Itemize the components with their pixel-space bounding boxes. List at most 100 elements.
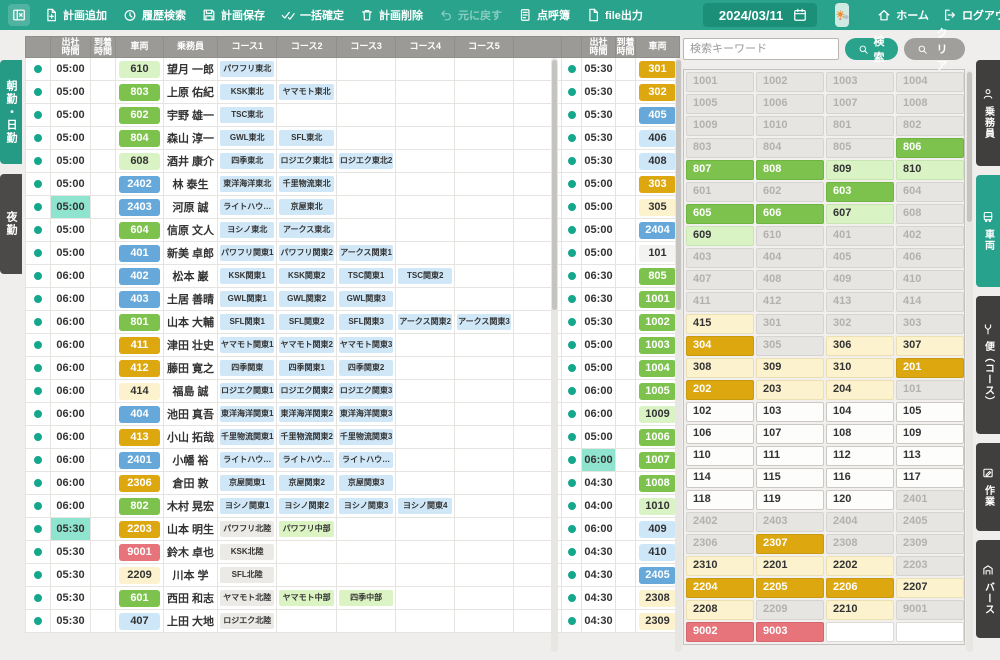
vehicle-badge[interactable]: 413 (119, 429, 160, 446)
vehicle-grid-cell[interactable]: 105 (896, 402, 964, 422)
course-chip[interactable]: TSC東北 (220, 107, 274, 123)
vehicle-badge[interactable]: 411 (119, 337, 160, 354)
course-chip[interactable]: 京屋関東2 (279, 475, 333, 491)
vehicle-grid-cell[interactable]: 607 (826, 204, 894, 224)
course-chip[interactable]: KSK関東2 (279, 268, 333, 284)
vehicle-grid-cell[interactable]: 118 (686, 490, 754, 510)
vehicle-grid-cell[interactable]: 810 (896, 160, 964, 180)
course-chip[interactable]: ロジエク関東1 (220, 383, 274, 399)
status-dot-icon[interactable] (34, 364, 42, 372)
vehicle-badge[interactable]: 101 (639, 245, 676, 262)
course-chip[interactable]: GWL関東2 (279, 291, 333, 307)
vehicle-badge[interactable]: 1009 (639, 406, 676, 423)
status-dot-icon[interactable] (34, 410, 42, 418)
course-chip[interactable]: ライトハウ… (279, 452, 333, 468)
status-dot-icon[interactable] (34, 525, 42, 533)
course-chip[interactable]: KSK関東1 (220, 268, 274, 284)
vehicle-badge[interactable]: 9001 (119, 544, 160, 561)
vehicle-badge[interactable]: 414 (119, 383, 160, 400)
status-dot-icon[interactable] (34, 341, 42, 349)
course-chip[interactable]: 千里物流関東3 (339, 429, 393, 445)
course-chip[interactable]: 四季中部 (339, 590, 393, 606)
vehicle-grid-cell[interactable]: 2208 (686, 600, 754, 620)
vehicle-badge[interactable]: 404 (119, 406, 160, 423)
course-chip[interactable]: 千里物流関東1 (220, 429, 274, 445)
course-chip[interactable]: ロジエク北陸 (220, 613, 274, 629)
vehicle-grid-cell[interactable]: 103 (756, 402, 824, 422)
status-dot-icon[interactable] (568, 134, 576, 142)
status-dot-icon[interactable] (34, 387, 42, 395)
status-dot-icon[interactable] (34, 502, 42, 510)
button-batch-confirm[interactable]: 一括確定 (281, 7, 344, 23)
vehicle-grid-cell[interactable]: 415 (686, 314, 754, 334)
status-dot-icon[interactable] (34, 479, 42, 487)
vehicle-grid-cell[interactable]: 204 (826, 380, 894, 400)
side-tab-berth[interactable]: バース (976, 540, 1000, 638)
vehicle-grid-cell[interactable]: 308 (686, 358, 754, 378)
vehicle-grid-cell[interactable]: 2207 (896, 578, 964, 598)
calendar-icon[interactable] (793, 8, 807, 22)
course-chip[interactable]: 京屋関東1 (220, 475, 274, 491)
vehicle-grid-cell[interactable]: 202 (686, 380, 754, 400)
course-chip[interactable]: 千里物流関東2 (279, 429, 333, 445)
status-dot-icon[interactable] (34, 433, 42, 441)
vehicle-grid-cell[interactable]: 102 (686, 402, 754, 422)
vehicle-badge[interactable]: 410 (639, 544, 676, 561)
course-chip[interactable]: ヨシノ関東2 (279, 498, 333, 514)
vehicle-grid-cell[interactable]: 9003 (756, 622, 824, 642)
status-dot-icon[interactable] (568, 617, 576, 625)
vehicle-grid-cell[interactable]: 117 (896, 468, 964, 488)
shift-tab-night[interactable]: 夜勤 (0, 174, 22, 274)
status-dot-icon[interactable] (568, 157, 576, 165)
vehicle-badge[interactable]: 2308 (639, 590, 676, 607)
course-chip[interactable]: ロジエク東北1 (279, 153, 333, 169)
vehicle-grid-cell[interactable]: 304 (686, 336, 754, 356)
course-chip[interactable]: ライトハウ… (339, 452, 393, 468)
search-input[interactable] (683, 38, 839, 60)
course-chip[interactable]: パワフリ中部 (279, 521, 333, 537)
status-dot-icon[interactable] (568, 295, 576, 303)
vehicle-grid-cell[interactable]: 110 (686, 446, 754, 466)
course-chip[interactable]: SFL関東2 (279, 314, 333, 330)
course-chip[interactable]: 四季関東 (220, 360, 274, 376)
course-chip[interactable]: 京屋関東3 (339, 475, 393, 491)
vehicle-grid-cell[interactable]: 113 (896, 446, 964, 466)
home-button[interactable]: ホーム (877, 7, 929, 23)
course-chip[interactable]: ヤマモト東北 (279, 84, 333, 100)
clear-button[interactable]: クリア (904, 38, 965, 60)
vehicle-grid-cell[interactable]: 2201 (756, 556, 824, 576)
vehicle-badge[interactable]: 2306 (119, 475, 160, 492)
button-plan-save[interactable]: 計画保存 (202, 7, 265, 23)
course-chip[interactable]: ライトハウ… (220, 199, 274, 215)
course-chip[interactable]: ロジエク関東2 (279, 383, 333, 399)
status-dot-icon[interactable] (568, 525, 576, 533)
status-dot-icon[interactable] (568, 249, 576, 257)
button-history-search[interactable]: 履歴検索 (123, 7, 186, 23)
scrollbar-thumb[interactable] (676, 60, 681, 310)
status-dot-icon[interactable] (34, 226, 42, 234)
vehicle-grid-cell[interactable]: 2310 (686, 556, 754, 576)
vehicle-grid-cell[interactable]: 9002 (686, 622, 754, 642)
status-dot-icon[interactable] (34, 203, 42, 211)
vehicle-grid-cell[interactable]: 807 (686, 160, 754, 180)
button-file-export[interactable]: file出力 (586, 7, 643, 23)
vehicle-grid-cell[interactable]: 609 (686, 226, 754, 246)
course-chip[interactable]: KSK東北 (220, 84, 274, 100)
course-chip[interactable]: アークス関東3 (457, 314, 511, 330)
plan-table-scrollbar[interactable] (551, 58, 558, 652)
course-chip[interactable]: ヤマモト関東2 (279, 337, 333, 353)
course-chip[interactable]: ヤマモト中部 (279, 590, 333, 606)
vehicle-badge[interactable]: 608 (119, 153, 160, 170)
course-chip[interactable]: アークス関東2 (398, 314, 452, 330)
status-dot-icon[interactable] (34, 65, 42, 73)
side-tab-course[interactable]: 便（コース） (976, 296, 1000, 434)
status-dot-icon[interactable] (34, 249, 42, 257)
course-chip[interactable]: KSK北陸 (220, 544, 274, 560)
status-dot-icon[interactable] (568, 111, 576, 119)
side-tab-crew[interactable]: 乗務員 (976, 60, 1000, 166)
vehicle-badge[interactable]: 2203 (119, 521, 160, 538)
vehicle-grid-cell[interactable]: 2204 (686, 578, 754, 598)
collapse-left-panel-button[interactable] (8, 4, 30, 26)
vehicle-grid-cell[interactable]: 2202 (826, 556, 894, 576)
course-chip[interactable]: アークス東北 (279, 222, 333, 238)
